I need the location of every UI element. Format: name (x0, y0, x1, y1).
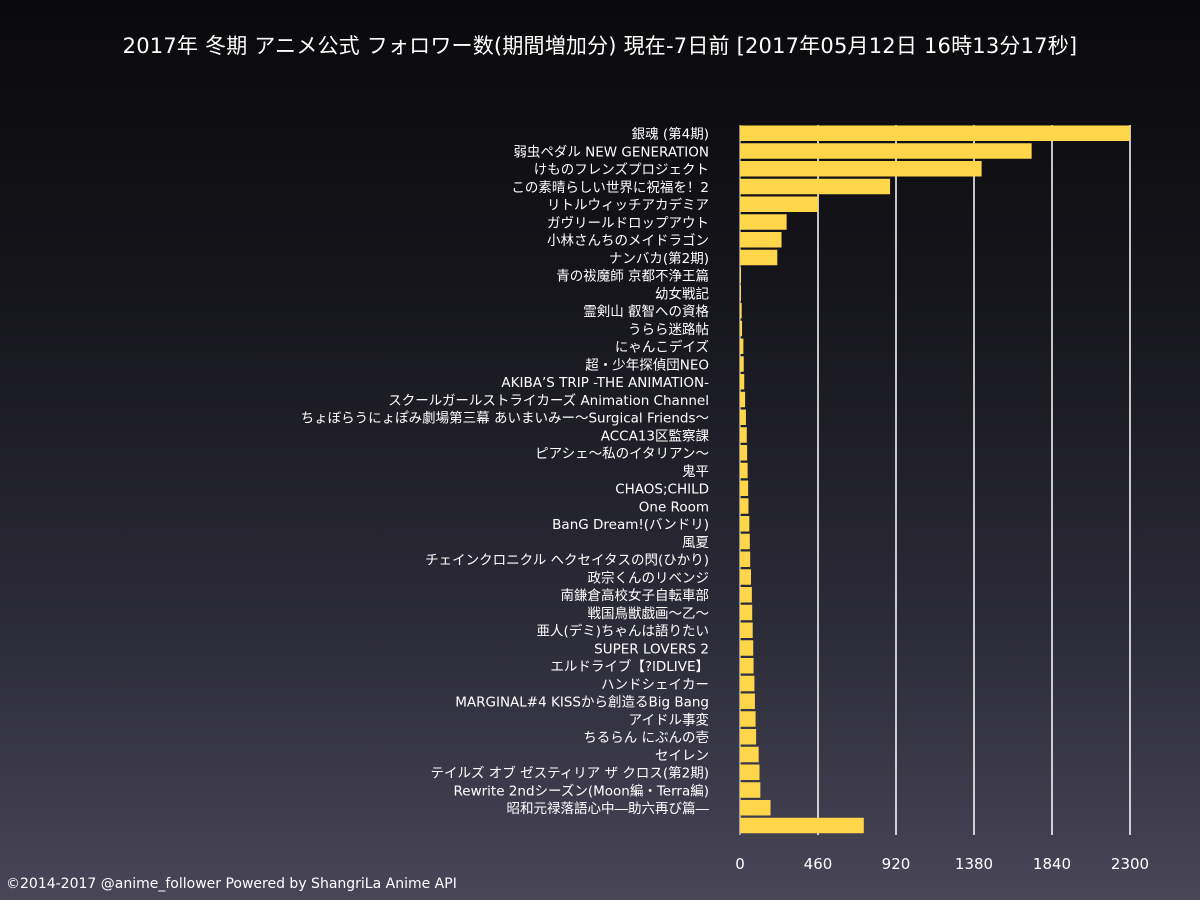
bar (740, 196, 818, 212)
bar (740, 640, 754, 656)
category-label: 小林さんちのメイドラゴン (547, 232, 709, 249)
bar (740, 800, 771, 816)
bar (740, 249, 778, 266)
bars (740, 125, 1130, 834)
category-label: 霊剣山 叡智への資格 (583, 304, 709, 320)
category-label: CHAOS;CHILD (615, 482, 709, 498)
category-label: この素晴らしい世界に祝福を！2 (511, 180, 709, 196)
category-label: 幼女戦記 (655, 285, 709, 302)
category-label: ちょぼらうにょぽみ劇場第三幕 あいまいみー～Surgical Friends～ (301, 410, 709, 427)
bar (740, 427, 747, 443)
bar (740, 711, 756, 727)
bar (740, 658, 754, 674)
bar (740, 533, 750, 550)
bar (740, 604, 753, 621)
category-label: 鬼平 (682, 464, 709, 480)
category-label: 風夏 (682, 535, 710, 551)
category-label: ガヴリールドロップアウト (547, 214, 709, 231)
bar (740, 232, 782, 248)
category-label: SUPER LOVERS 2 (594, 641, 709, 657)
category-label: スクールガールストライカーズ Animation Channel (388, 393, 709, 409)
bar (740, 285, 741, 301)
category-label: Rewrite 2ndシーズン(Moon編・Terra編) (453, 783, 709, 799)
bar (740, 161, 982, 177)
bar (740, 817, 864, 834)
bar (740, 498, 749, 514)
category-label: リトルウィッチアカデミア (547, 197, 709, 214)
category-label: 昭和元禄落語心中―助六再び篇― (507, 800, 710, 817)
x-tick-label: 920 (882, 855, 911, 873)
bar (740, 356, 744, 372)
bar (740, 569, 752, 585)
category-label: 政宗くんのリベンジ (588, 570, 710, 586)
category-label: MARGINAL#4 KISSから創造るBig Bang (455, 695, 709, 711)
bar (740, 675, 755, 692)
category-label: 南鎌倉高校女子自転車部 (561, 587, 710, 604)
category-label: テイルズ オブ ゼスティリア ザ クロス(第2期) (431, 765, 709, 782)
x-tick-label: 2300 (1111, 855, 1149, 873)
bar (740, 143, 1032, 159)
x-tick-labels: 0 460 920 1380 1840 2300 (735, 855, 1149, 873)
category-label: ちるらん にぶんの壱 (583, 729, 709, 746)
bar (740, 338, 744, 354)
category-label: 銀魂 (第4期) (632, 126, 709, 143)
bar (740, 587, 752, 603)
bar (740, 551, 751, 567)
category-label: 戦国鳥獣戯画～乙～ (588, 606, 710, 622)
category-label: エルドライブ【?lDLIVE】 (550, 658, 709, 675)
footer-credit: ©2014-2017 @anime_follower Powered by Sh… (6, 876, 457, 892)
category-label: ACCA13区監察課 (601, 427, 710, 444)
bar (740, 125, 1130, 141)
x-tick-label: 0 (735, 855, 745, 873)
category-label: セイレン (655, 748, 709, 764)
category-label: ハンドシェイカー (601, 677, 709, 693)
bar (740, 622, 753, 638)
bar (740, 480, 749, 496)
x-tick-label: 1380 (955, 855, 993, 873)
x-tick-label: 1840 (1033, 855, 1071, 873)
bar (740, 409, 746, 425)
category-label: 青の祓魔師 京都不浄王篇 (556, 269, 709, 285)
bar (740, 693, 755, 709)
category-label: にゃんこデイズ (615, 339, 709, 356)
bar (740, 445, 748, 461)
bar (740, 516, 750, 532)
bar (740, 374, 745, 390)
category-label: One Room (639, 499, 709, 515)
category-label: ナンバカ(第2期) (609, 250, 709, 267)
category-label: うらら迷路帖 (628, 322, 709, 338)
bar (740, 303, 742, 319)
bar (740, 729, 757, 745)
category-label: アイドル事変 (629, 711, 709, 728)
category-label: ピアシェ～私のイタリアン～ (535, 446, 709, 462)
bar (740, 746, 759, 763)
grid-lines (739, 125, 1131, 835)
chart-title: 2017年 冬期 アニメ公式 フォロワー数(期間増加分) 現在-7日前 [201… (122, 34, 1078, 58)
bar (740, 214, 787, 230)
category-label: AKIBA’S TRIP -THE ANIMATION- (501, 375, 709, 391)
bar (740, 764, 760, 780)
category-label: 亜人(デミ)ちゃんは語りたい (536, 623, 709, 640)
bar (740, 178, 891, 195)
category-label: けものフレンズプロジェクト (534, 162, 709, 178)
bar (740, 391, 746, 408)
bar (740, 782, 761, 798)
bar (740, 267, 741, 283)
x-tick-label: 460 (804, 855, 833, 873)
category-label: 超・少年探偵団NEO (585, 357, 709, 373)
bar (740, 462, 748, 479)
bar (740, 320, 743, 337)
category-label: チェインクロニクル ヘクセイタスの閃(ひかり) (425, 553, 709, 569)
category-label: 弱虫ペダル NEW GENERATION (513, 144, 709, 160)
category-label: BanG Dream!(バンドリ) (552, 517, 709, 533)
category-labels: 銀魂 (第4期)弱虫ペダル NEW GENERATION けものフレンズプロジェク… (301, 126, 710, 818)
